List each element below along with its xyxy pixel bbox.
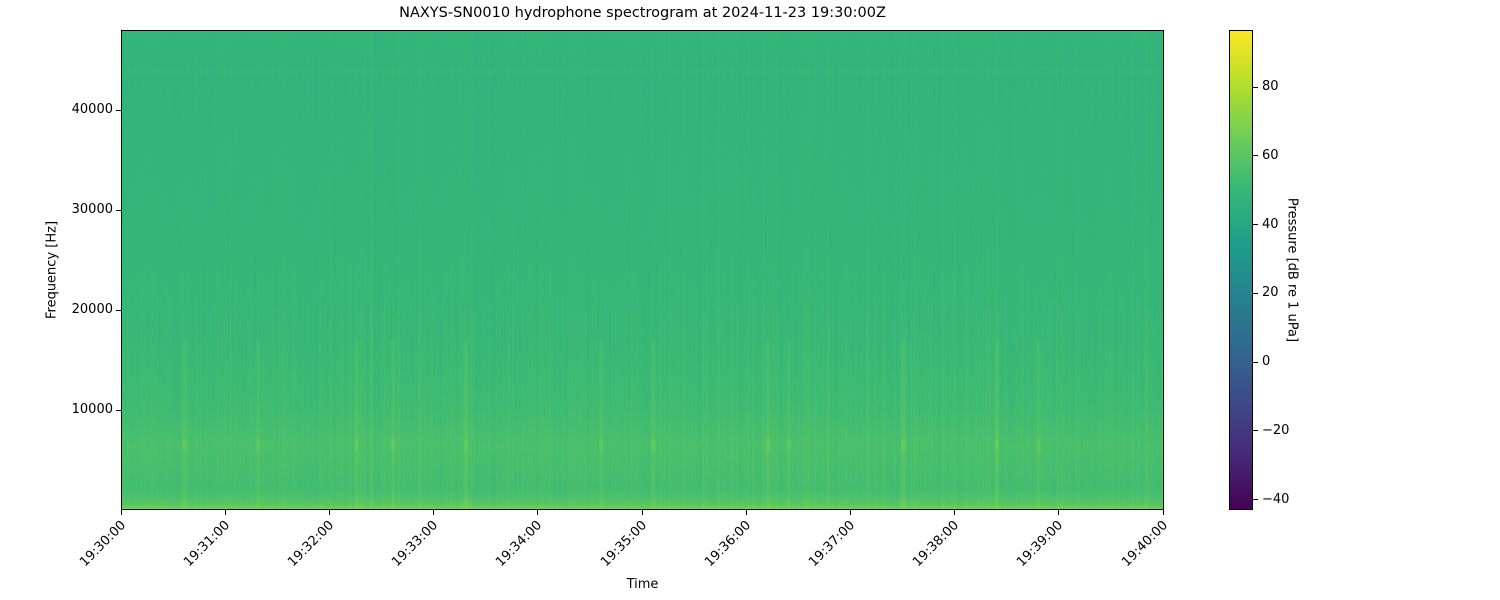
y-tick — [116, 209, 121, 211]
colorbar-tick-label: 0 — [1262, 354, 1271, 370]
colorbar-tick-label: 40 — [1262, 216, 1279, 232]
colorbar-tick — [1253, 499, 1258, 501]
x-tick-label: 19:32:00 — [285, 518, 338, 570]
x-tick — [641, 510, 643, 515]
x-axis-label: Time — [626, 577, 659, 592]
y-tick-label: 40000 — [71, 102, 113, 117]
colorbar-tick-label: −40 — [1262, 491, 1290, 507]
x-tick — [537, 510, 539, 515]
x-tick-label: 19:30:00 — [76, 518, 129, 570]
y-tick — [116, 109, 121, 111]
x-tick-label: 19:33:00 — [389, 518, 442, 570]
colorbar-tick — [1253, 155, 1258, 157]
chart-title: NAXYS-SN0010 hydrophone spectrogram at 2… — [399, 5, 886, 21]
colorbar-tick-label: 20 — [1262, 285, 1279, 301]
x-tick — [1058, 510, 1060, 515]
y-tick-label: 30000 — [71, 202, 113, 217]
colorbar-tick — [1253, 430, 1258, 432]
x-tick — [1162, 510, 1164, 515]
colorbar — [1229, 30, 1253, 510]
x-tick-label: 19:31:00 — [180, 518, 233, 570]
x-tick-label: 19:34:00 — [493, 518, 546, 570]
x-tick — [745, 510, 747, 515]
x-tick — [120, 510, 122, 515]
colorbar-label: Pressure [dB re 1 uPa] — [1284, 197, 1300, 343]
x-tick — [849, 510, 851, 515]
x-tick — [328, 510, 330, 515]
colorbar-tick-label: 60 — [1262, 147, 1279, 163]
plot-area — [121, 30, 1164, 510]
x-tick-label: 19:39:00 — [1014, 518, 1067, 570]
x-tick-label: 19:40:00 — [1118, 518, 1171, 570]
y-tick-label: 20000 — [71, 302, 113, 317]
colorbar-tick — [1253, 224, 1258, 226]
x-tick — [954, 510, 956, 515]
colorbar-tick — [1253, 361, 1258, 363]
x-tick-label: 19:36:00 — [701, 518, 754, 570]
x-tick — [224, 510, 226, 515]
colorbar-tick-label: −20 — [1262, 422, 1290, 438]
y-axis-label: Frequency [Hz] — [44, 220, 60, 320]
y-tick — [116, 309, 121, 311]
colorbar-tick — [1253, 86, 1258, 88]
x-tick-label: 19:38:00 — [910, 518, 963, 570]
x-tick-label: 19:37:00 — [806, 518, 859, 570]
spectrogram-image — [122, 31, 1163, 509]
colorbar-tick-label: 80 — [1262, 79, 1279, 95]
x-tick-label: 19:35:00 — [597, 518, 650, 570]
y-tick-label: 10000 — [71, 402, 113, 417]
x-tick — [433, 510, 435, 515]
colorbar-tick — [1253, 292, 1258, 294]
y-tick — [116, 409, 121, 411]
